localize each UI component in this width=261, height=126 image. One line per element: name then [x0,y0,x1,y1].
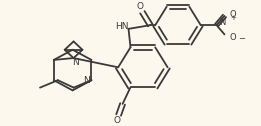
Text: N: N [72,58,79,67]
Text: O: O [137,2,144,11]
Text: O: O [229,10,236,19]
Text: O: O [113,116,120,125]
Text: HN: HN [115,22,128,31]
Text: N: N [83,76,90,85]
Text: −: − [238,35,245,43]
Text: O: O [229,33,236,42]
Text: N: N [220,18,226,27]
Text: +: + [230,15,236,21]
